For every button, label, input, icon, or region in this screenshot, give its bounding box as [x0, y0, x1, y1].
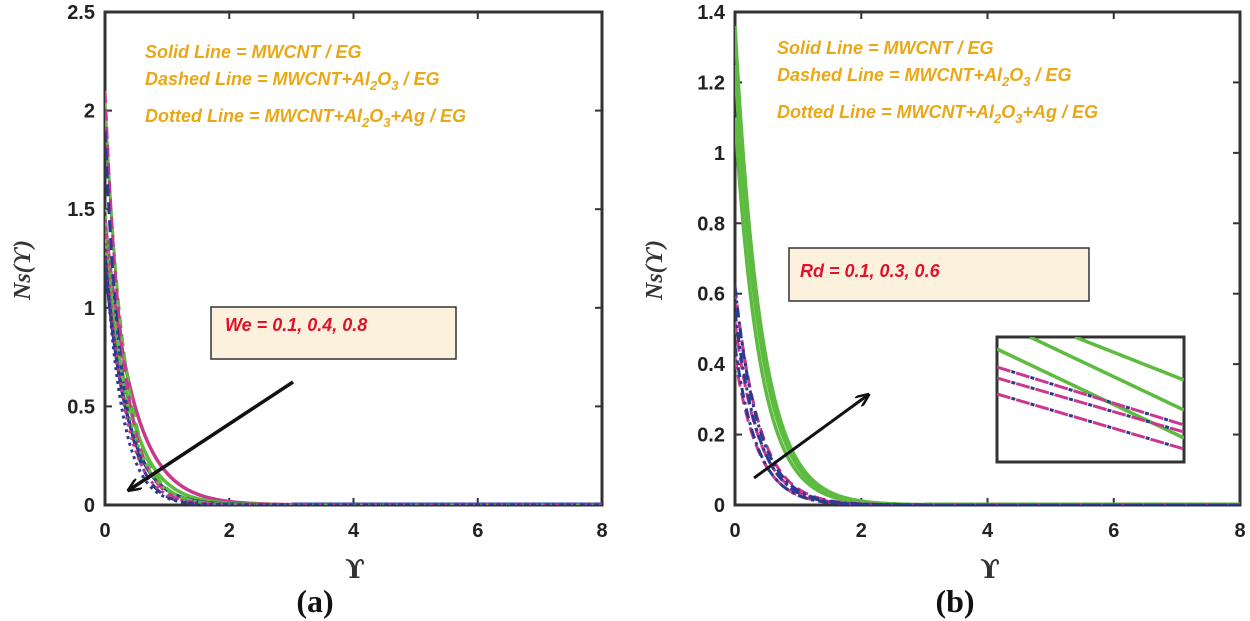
panel-a-ylabel: Ns(ϒ): [10, 240, 36, 301]
x-tick-label: 4: [348, 520, 360, 542]
panel-a: 0 2 4 6 8 0 0.5 1 1.5 2 2.5 Solid Line = MWCNT / E…: [10, 2, 608, 619]
panel-b-arrow: [753, 395, 868, 480]
y-tick-label: 1: [714, 143, 725, 165]
y-tick-label: 0.5: [67, 396, 95, 418]
x-tick-label: 2: [224, 520, 235, 542]
panel-b-legend-dotted: Dotted Line = MWCNT+Al2O3+Ag / EG: [777, 102, 1098, 126]
panel-b-caption: (b): [935, 583, 974, 619]
panel-b: 0 2 4 6 8 0 0.2 0.4 0.6 0.8 1 1.2 1.4 Solid Line = M…: [642, 2, 1246, 619]
panel-a-frame: [103, 10, 604, 507]
y-tick-label: 1.2: [697, 72, 725, 94]
panel-b-annotation-box: [788, 247, 1090, 302]
x-tick-label: 0: [99, 520, 110, 542]
inset-dashed-line-1: [997, 365, 1184, 427]
x-tick-label: 8: [596, 520, 607, 542]
y-tick-label: 0.2: [697, 425, 725, 447]
y-tick-label: 0: [84, 495, 95, 517]
panel-b-annotation: Rd = 0.1, 0.3, 0.6: [800, 261, 941, 281]
panel-a-legend-solid: Solid Line = MWCNT / EG: [145, 42, 362, 62]
panel-a-legend-dashed: Dashed Line = MWCNT+Al2O3 / EG: [145, 69, 440, 93]
inset-dashed-line-3: [997, 392, 1184, 451]
panel-a-annotation: We = 0.1, 0.4, 0.8: [225, 315, 367, 335]
inset-dashed-line-2: [997, 376, 1184, 434]
panel-a-arrow: [129, 380, 294, 490]
panel-a-legend: Solid Line = MWCNT / EG Dashed Line = MW…: [145, 42, 466, 130]
y-tick-label: 0.8: [697, 213, 725, 235]
series-line: [105, 228, 602, 505]
series-line: [735, 346, 1240, 505]
y-tick-label: 1: [84, 298, 95, 320]
panel-a-ticks: 0 2 4 6 8 0 0.5 1 1.5 2 2.5: [67, 2, 607, 542]
panel-a-annotation-box: [210, 306, 457, 360]
inset-dashdot-line-3: [997, 392, 1184, 451]
y-tick-label: 0.4: [697, 354, 726, 376]
y-tick-label: 2: [84, 101, 95, 123]
panel-b-xlabel: ϒ: [980, 555, 1000, 585]
panel-b-ylabel: Ns(ϒ): [642, 240, 668, 301]
x-tick-label: 6: [1108, 520, 1119, 542]
y-tick-label: 1.4: [697, 2, 726, 24]
panel-a-curves: [105, 90, 602, 505]
y-tick-label: 1.5: [67, 199, 95, 221]
x-tick-label: 0: [729, 520, 740, 542]
panel-b-zoom-inset: [995, 335, 1186, 464]
y-tick-label: 2.5: [67, 2, 95, 24]
x-tick-label: 6: [472, 520, 483, 542]
panel-b-ticks: 0 2 4 6 8 0 0.2 0.4 0.6 0.8 1 1.2 1.4: [697, 2, 1245, 542]
y-tick-label: 0.6: [697, 284, 725, 306]
inset-dashdot-line-2: [997, 376, 1184, 434]
series-line: [105, 209, 602, 505]
series-line: [735, 286, 1240, 505]
inset-solid-line-2: [1029, 337, 1184, 412]
x-tick-label: 8: [1234, 520, 1245, 542]
panel-b-legend-solid: Solid Line = MWCNT / EG: [777, 38, 994, 58]
y-tick-label: 0: [714, 495, 725, 517]
panel-a-legend-dotted: Dotted Line = MWCNT+Al2O3+Ag / EG: [145, 106, 466, 130]
x-tick-label: 4: [982, 520, 994, 542]
panel-b-curves: [735, 25, 1240, 505]
inset-solid-line-3: [1074, 337, 1184, 382]
x-tick-label: 2: [856, 520, 867, 542]
panel-b-legend: Solid Line = MWCNT / EG Dashed Line = MW…: [777, 38, 1098, 126]
panel-b-legend-dashed: Dashed Line = MWCNT+Al2O3 / EG: [777, 65, 1072, 89]
panel-a-xlabel: ϒ: [345, 555, 365, 585]
panel-a-caption: (a): [296, 583, 333, 619]
inset-dashdot-line-1: [997, 365, 1184, 427]
panel-b-zoom-curves: [997, 337, 1184, 451]
